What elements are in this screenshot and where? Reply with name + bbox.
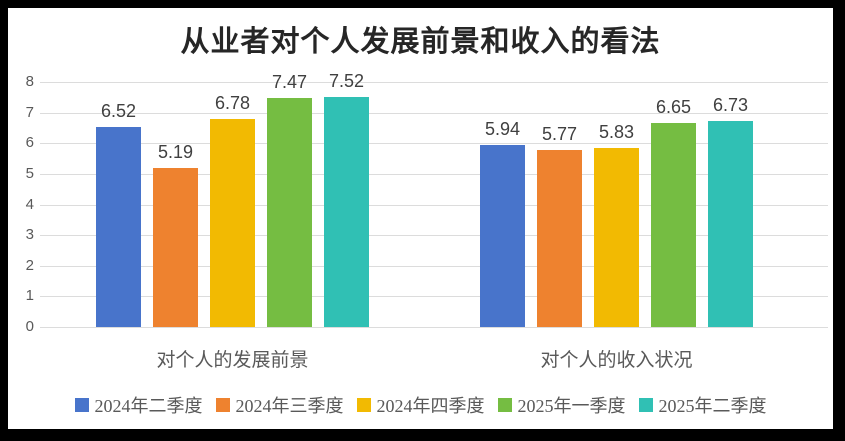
legend-swatch bbox=[497, 398, 512, 412]
bar-value-label: 5.77 bbox=[541, 124, 578, 145]
bar-value-label: 5.94 bbox=[484, 119, 521, 140]
bar-value-label: 6.65 bbox=[655, 97, 692, 118]
y-axis-tick-label: 1 bbox=[25, 287, 34, 305]
legend: 2024年二季度 2024年三季度 2024年四季度 2025年一季度 2025年二季度 bbox=[8, 392, 833, 418]
gridline bbox=[40, 235, 828, 237]
bar-group: 6.52 5.19 6.78 7.47 7.52 bbox=[96, 71, 369, 327]
legend-label: 2024年三季度 bbox=[235, 396, 344, 416]
bar-value-label: 6.73 bbox=[712, 94, 749, 115]
y-axis-tick-label: 6 bbox=[25, 134, 34, 152]
legend-item: 2025年二季度 bbox=[638, 392, 767, 418]
legend-swatch bbox=[215, 398, 230, 412]
bar-value-label: 7.52 bbox=[328, 70, 365, 91]
plot-area: 0 1 2 3 4 5 6 7 8 6.52 5.19 6.78 7.47 7.52 对个人的发展前景 5.9… bbox=[8, 8, 833, 429]
y-axis-tick-label: 0 bbox=[25, 318, 34, 335]
x-axis-category-label: 对个人的发展前景 bbox=[156, 350, 309, 371]
gridline bbox=[40, 327, 828, 328]
bar: 6.52 bbox=[96, 101, 141, 327]
bar: 5.19 bbox=[153, 142, 198, 327]
gridline bbox=[40, 173, 828, 175]
legend-item: 2024年三季度 bbox=[215, 392, 344, 418]
y-axis-tick-label: 2 bbox=[25, 256, 34, 274]
bar: 6.78 bbox=[210, 93, 255, 327]
bar: 5.77 bbox=[537, 124, 582, 327]
gridline bbox=[40, 204, 828, 206]
chart-canvas: 从业者对个人发展前景和收入的看法 0 1 2 3 4 5 6 7 8 6.52 5.19 6.78 7.… bbox=[8, 8, 833, 429]
chart-title: 从业者对个人发展前景和收入的看法 bbox=[180, 26, 661, 58]
bar-group: 5.94 5.77 5.83 6.65 6.73 bbox=[480, 82, 753, 327]
gridline bbox=[40, 296, 828, 298]
legend-label: 2025年二季度 bbox=[658, 396, 767, 416]
legend-item: 2024年四季度 bbox=[356, 392, 485, 418]
bar-value-label: 6.78 bbox=[214, 93, 251, 114]
bar-value-label: 6.52 bbox=[100, 101, 137, 122]
bar: 5.83 bbox=[594, 122, 639, 327]
bar-value-label: 5.19 bbox=[157, 142, 194, 163]
legend-swatch bbox=[638, 398, 653, 412]
bar: 5.94 bbox=[480, 119, 525, 327]
legend-label: 2024年四季度 bbox=[376, 396, 485, 416]
bar-value-label: 5.83 bbox=[598, 122, 635, 143]
legend-swatch bbox=[356, 398, 371, 412]
bar: 7.47 bbox=[267, 72, 312, 327]
legend-label: 2024年二季度 bbox=[94, 396, 203, 416]
gridline bbox=[40, 112, 828, 114]
y-axis-tick-label: 5 bbox=[25, 164, 34, 182]
y-axis-tick-label: 3 bbox=[25, 226, 34, 244]
gridline bbox=[40, 143, 828, 145]
bar: 6.65 bbox=[651, 97, 696, 327]
gridline bbox=[40, 82, 828, 83]
legend-item: 2024年二季度 bbox=[74, 392, 203, 418]
gridline bbox=[40, 265, 828, 267]
legend-label: 2025年一季度 bbox=[517, 396, 626, 416]
bar: 7.52 bbox=[324, 71, 369, 327]
bar: 6.73 bbox=[708, 95, 753, 327]
y-axis-tick-label: 7 bbox=[25, 103, 34, 121]
x-axis-category-label: 对个人的收入状况 bbox=[540, 350, 693, 371]
y-axis-tick-label: 8 bbox=[25, 73, 34, 90]
y-axis-tick-label: 4 bbox=[25, 195, 34, 213]
legend-item: 2025年一季度 bbox=[497, 392, 626, 418]
legend-swatch bbox=[74, 398, 89, 412]
bar-value-label: 7.47 bbox=[271, 72, 308, 93]
